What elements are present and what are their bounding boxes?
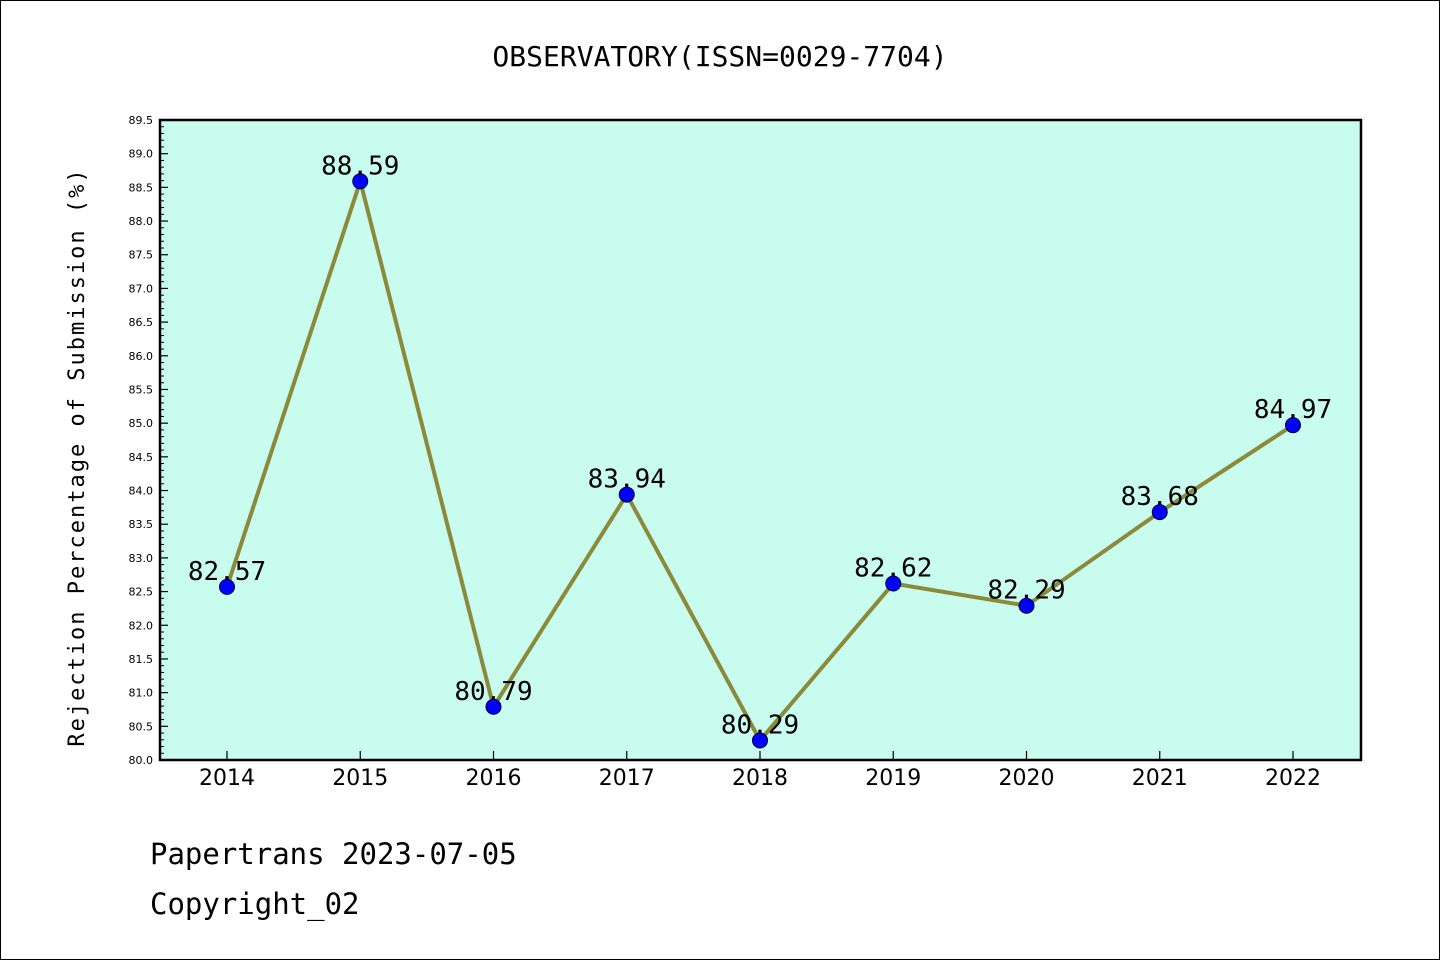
x-tick-label: 2020 [999, 766, 1055, 791]
y-tick-label: 84.0 [129, 485, 154, 498]
data-label: 82.57 [188, 557, 266, 587]
y-tick-label: 80.0 [129, 754, 154, 767]
y-tick-label: 86.5 [129, 316, 154, 329]
data-label: 80.29 [721, 710, 799, 740]
footer-date-text: Papertrans 2023-07-05 [150, 837, 517, 871]
data-label: 82.62 [854, 553, 932, 583]
data-point [352, 173, 369, 190]
x-tick-label: 2019 [865, 766, 921, 791]
data-point [1285, 417, 1301, 434]
data-point [1018, 597, 1035, 614]
data-label: 84.97 [1254, 395, 1332, 425]
y-tick-label: 89.0 [129, 148, 154, 161]
y-tick-label: 80.5 [129, 720, 154, 733]
x-tick-label: 2015 [332, 766, 388, 791]
y-tick-label: 81.0 [129, 687, 154, 700]
y-axis-label: Rejection Percentage of Submission (%) [65, 167, 90, 746]
y-tick-label: 83.5 [129, 518, 154, 531]
x-tick-label: 2014 [199, 766, 255, 791]
data-point [219, 578, 235, 595]
data-label: 83.68 [1121, 482, 1199, 512]
data-labels: 82.57 88.59 80.79 83.94 80.29 82.62 82.29 83.68… [188, 151, 1332, 740]
y-tick-label: 87.0 [129, 282, 154, 295]
data-point [1151, 504, 1168, 521]
x-tick-label: 2017 [599, 766, 655, 791]
data-point [752, 732, 768, 749]
x-tick-label: 2021 [1132, 766, 1188, 791]
x-tick-label: 2022 [1265, 766, 1321, 791]
data-label: 83.94 [588, 465, 666, 495]
y-tick-label: 84.5 [129, 451, 154, 464]
data-point [485, 698, 502, 715]
y-tick-label: 88.0 [129, 215, 154, 228]
x-tick-label: 2018 [732, 766, 788, 791]
y-tick-label: 87.5 [129, 249, 154, 262]
x-axis-ticks: 2014 2015 2016 2017 2018 2019 2020 2021 2022 [199, 751, 1321, 791]
y-axis-ticks: 80.0 80.5 81.0 81.5 82.0 82.5 83.0 83.5 84.0 84.5… [129, 114, 168, 767]
y-tick-label: 83.0 [129, 552, 154, 565]
y-tick-label: 82.5 [129, 586, 154, 599]
plot-area [158, 118, 1363, 762]
data-label: 88.59 [321, 151, 399, 181]
data-label: 82.29 [987, 576, 1065, 606]
data-point [618, 486, 635, 503]
y-tick-label: 85.5 [129, 383, 154, 396]
data-label: 80.79 [454, 677, 532, 707]
y-tick-label: 82.0 [129, 619, 154, 632]
x-tick-label: 2016 [466, 766, 522, 791]
y-tick-label: 85.0 [129, 417, 154, 430]
y-tick-label: 88.5 [129, 181, 154, 194]
y-tick-label: 86.0 [129, 350, 154, 363]
data-point [885, 575, 902, 592]
data-points [219, 173, 1301, 749]
chart-title: OBSERVATORY(ISSN=0029-7704) [492, 40, 947, 73]
y-tick-label: 89.5 [129, 114, 154, 127]
footer-copyright-text: Copyright_02 [150, 887, 360, 922]
y-tick-label: 81.5 [129, 653, 154, 666]
